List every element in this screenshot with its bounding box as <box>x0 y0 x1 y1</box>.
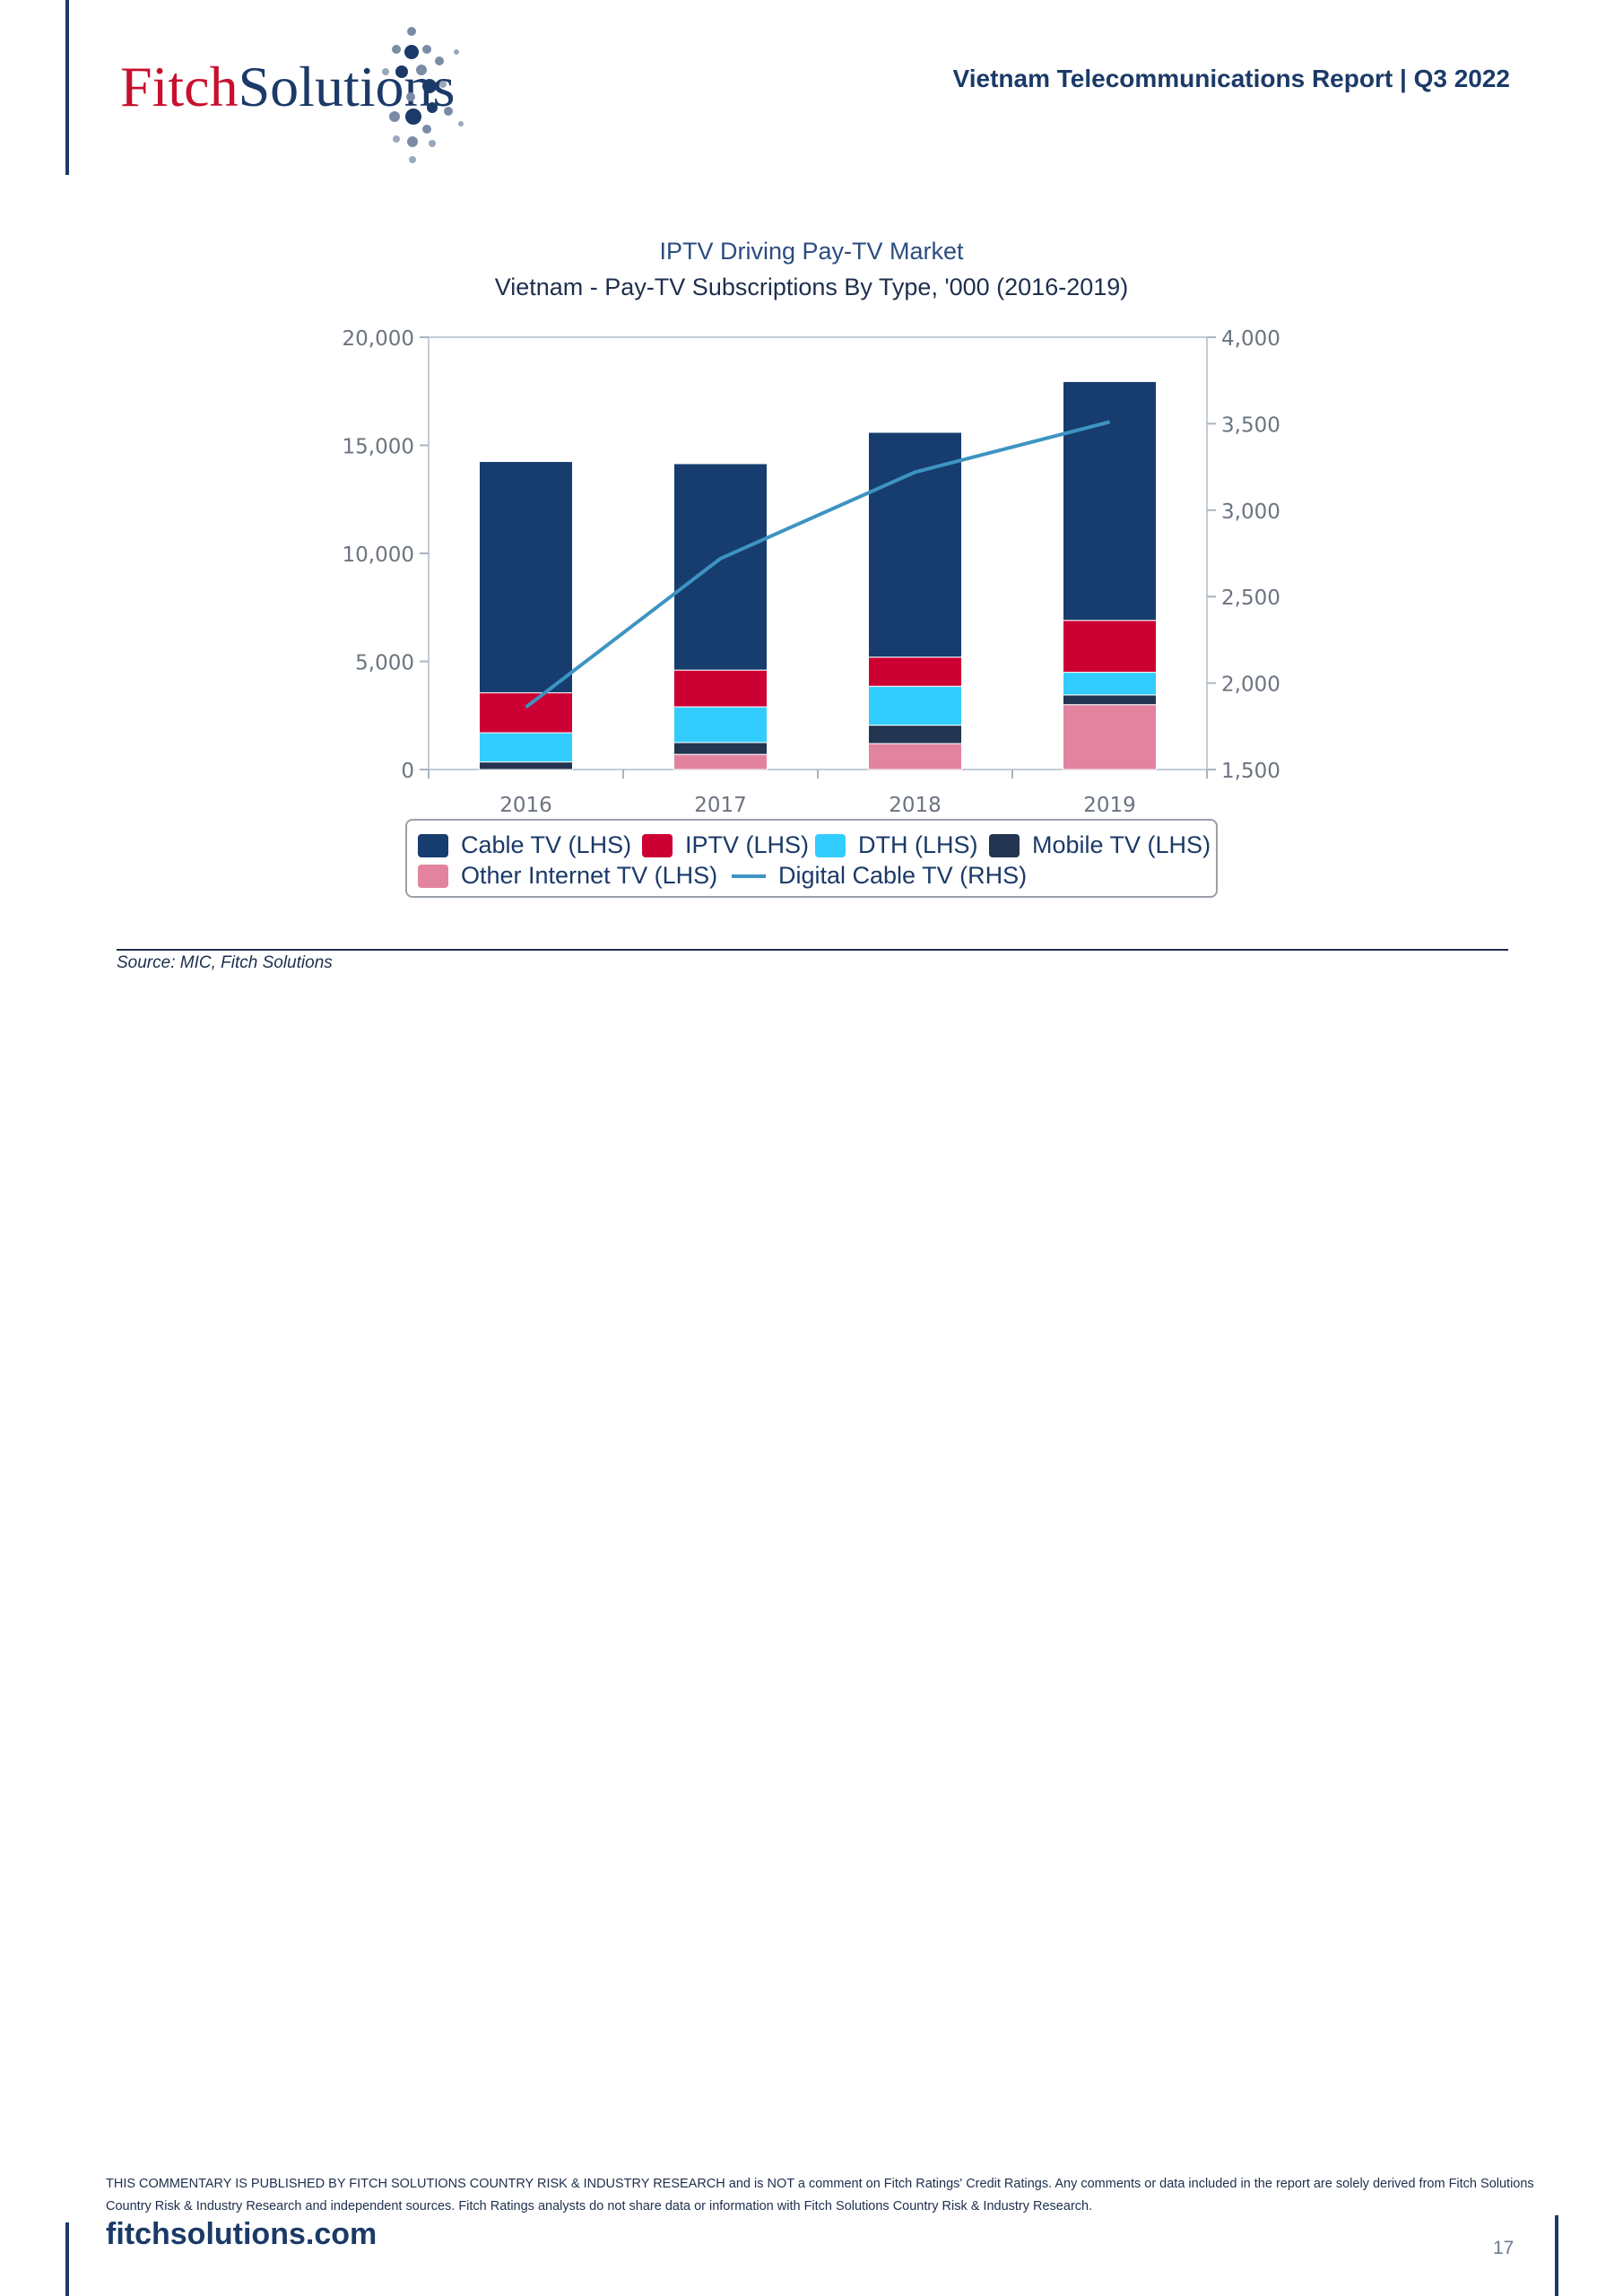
legend-swatch <box>418 864 448 888</box>
y-left-tick-label: 0 <box>401 760 414 783</box>
page-number: 17 <box>1493 2238 1515 2258</box>
bar-segment <box>868 657 962 687</box>
y-left-tick-label: 15,000 <box>343 436 414 459</box>
legend-swatch <box>732 874 766 878</box>
y-left-tick-label: 5,000 <box>355 652 414 675</box>
bar-segment <box>673 463 768 671</box>
bar-segment <box>479 732 573 763</box>
bar-segment <box>868 725 962 744</box>
legend-label: Mobile TV (LHS) <box>1032 831 1211 858</box>
chart-legend: Cable TV (LHS) IPTV (LHS) DTH (LHS) Mobile … <box>405 819 1218 898</box>
legend-swatch <box>989 833 1020 857</box>
legend-swatch <box>642 833 673 857</box>
y-right-tick-label: 2,500 <box>1221 587 1280 610</box>
chart-subtitle: Vietnam - Pay-TV Subscriptions By Type, … <box>494 274 1129 300</box>
bar-segment <box>479 461 573 693</box>
bar-segment <box>673 742 768 755</box>
legend-item: Digital Cable TV (RHS) <box>732 862 1027 890</box>
logo-fitch-text: Fitch <box>120 55 239 118</box>
footer-accent-bar-right <box>1555 2215 1558 2296</box>
y-right-tick-label: 1,500 <box>1221 760 1280 783</box>
legend-item: Other Internet TV (LHS) <box>418 862 717 890</box>
x-tick-label: 2017 <box>694 794 747 817</box>
bar-segment <box>868 743 962 770</box>
source-note: Source: MIC, Fitch Solutions <box>117 953 333 972</box>
legend-swatch <box>815 833 846 857</box>
bar-segment <box>1063 704 1157 770</box>
legend-label: Digital Cable TV (RHS) <box>778 862 1028 889</box>
legend-item: Cable TV (LHS) <box>418 831 631 859</box>
y-left-tick-label: 20,000 <box>343 327 414 351</box>
bar-segment <box>868 685 962 726</box>
bar-segment <box>673 753 768 770</box>
header-accent-bar <box>65 0 69 175</box>
bar-segment <box>479 761 573 770</box>
fitch-solutions-logo: FitchSolutions <box>120 18 506 170</box>
footer-accent-bar-left <box>65 2222 69 2296</box>
x-tick-label: 2019 <box>1083 794 1136 817</box>
x-tick-label: 2018 <box>889 794 942 817</box>
legend-item: IPTV (LHS) <box>642 831 809 859</box>
legend-item: Mobile TV (LHS) <box>989 831 1211 859</box>
series-line <box>525 420 1110 709</box>
stacked-bar-line-chart: 0 5,000 10,000 15,000 20,000 1,500 2,000 2,500 3… <box>343 327 1280 817</box>
x-tick-label: 2016 <box>499 794 552 817</box>
legend-swatch <box>418 833 448 857</box>
y-right-tick-label: 3,500 <box>1221 413 1280 437</box>
legend-label: IPTV (LHS) <box>685 831 810 858</box>
bar-segment <box>1063 672 1157 696</box>
legend-item: DTH (LHS) <box>815 831 978 859</box>
chart-title: IPTV Driving Pay-TV Market <box>659 238 964 265</box>
legend-label: DTH (LHS) <box>858 831 978 858</box>
y-left-tick-label: 10,000 <box>343 544 414 567</box>
bar-segment <box>1063 380 1157 622</box>
y-right-tick-label: 3,000 <box>1221 500 1280 524</box>
bar-segment <box>479 691 573 734</box>
bar-segment <box>673 706 768 744</box>
footer-disclaimer: THIS COMMENTARY IS PUBLISHED BY FITCH SO… <box>106 2177 1534 2213</box>
y-right-tick-label: 4,000 <box>1221 327 1280 351</box>
bar-segment <box>1063 694 1157 706</box>
y-right-tick-label: 2,000 <box>1221 674 1280 697</box>
legend-label: Other Internet TV (LHS) <box>461 862 718 889</box>
source-divider <box>117 949 1508 951</box>
bar-segment <box>673 669 768 708</box>
bar-segment <box>1063 620 1157 674</box>
footer-website-link[interactable]: fitchsolutions.com <box>106 2217 378 2251</box>
bar-segment <box>868 431 962 658</box>
report-title: Vietnam Telecommunications Report | Q3 2… <box>952 65 1510 92</box>
legend-label: Cable TV (LHS) <box>461 831 632 858</box>
logo-dot-pattern-icon <box>382 27 464 163</box>
